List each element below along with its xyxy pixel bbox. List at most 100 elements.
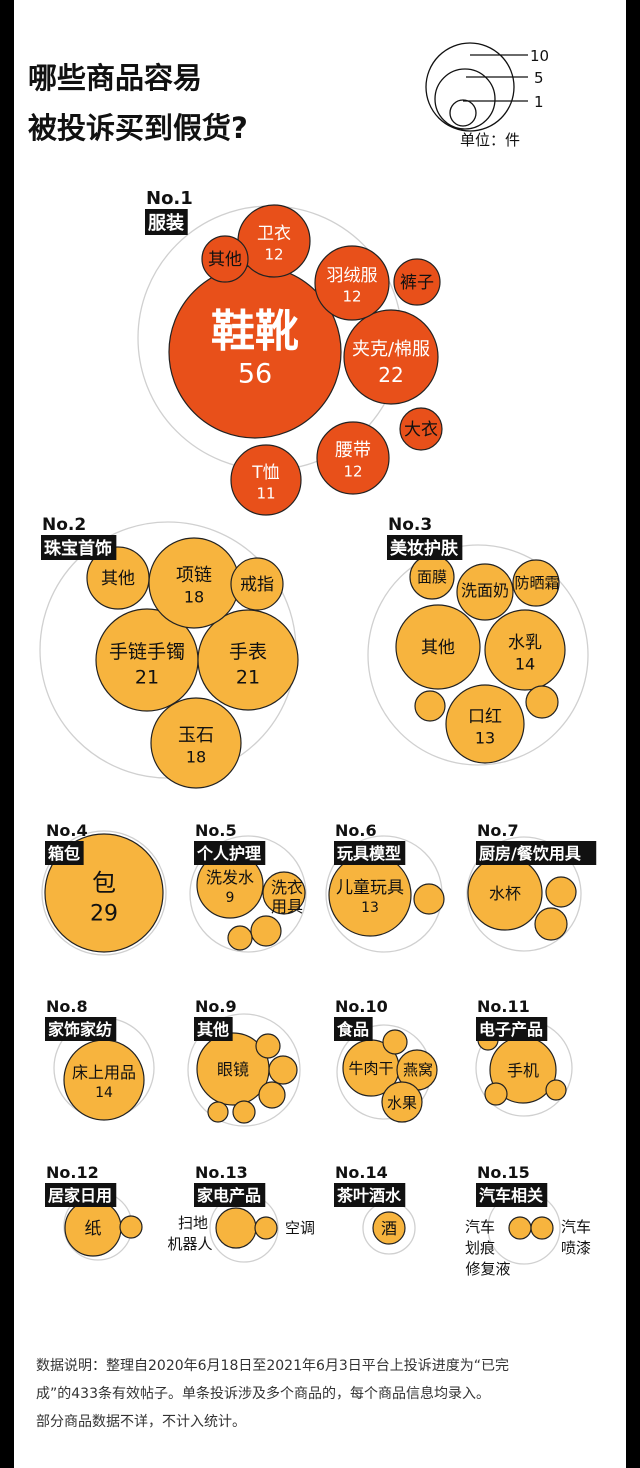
group-name-box [476,841,597,865]
group-name: 其他 [197,1020,229,1039]
item-bubble [201,235,249,283]
item-bubble [512,559,560,607]
item-bubble [150,697,242,789]
item-bubble [395,604,481,690]
item-label: 裤子 [400,273,434,293]
legend-value-1: 1 [534,93,544,111]
group-12: 纸 No.12 居家日用 [45,1163,143,1261]
group-name: 汽车相关 [479,1186,543,1205]
chart-title-line-2: 被投诉买到假货? [28,111,248,145]
item-bubble [230,557,284,611]
item-value: 12 [264,245,283,263]
legend-value-10: 10 [530,47,549,65]
item-value: 12 [343,462,362,480]
note-line-3: 部分商品数据不详，不计入统计。 [36,1414,246,1430]
legend-unit-label: 单位：件 [460,131,520,149]
item-value: 9 [226,890,235,906]
item-label: 修复液 [465,1260,510,1278]
group-name-box [41,535,117,560]
group-name: 玩具模型 [337,844,401,863]
group-rank: No.10 [335,997,388,1016]
item-bubble [207,1101,229,1123]
item-label: 汽车 [561,1218,591,1236]
item-label: 空调 [285,1219,315,1237]
group-boundary-ring [189,835,307,953]
item-value: 18 [184,588,204,607]
item-label: T恤 [251,463,279,483]
group-name-box [45,841,84,865]
item-label: 夹克/棉服 [352,339,430,360]
item-label: 鞋靴 [211,306,299,357]
item-label: 大衣 [404,420,438,440]
item-bubble [381,1081,423,1123]
size-legend [425,42,528,132]
group-4: 包 29 No.4 箱包 [41,821,167,956]
group-rank: No.9 [195,997,237,1016]
item-label: 腰带 [335,440,371,461]
group-rank: No.6 [335,821,377,840]
item-label: 喷漆 [561,1239,591,1257]
note-line-2: 成”的433条有效帖子。单条投诉涉及多个商品的，每个商品信息均录入。 [36,1385,490,1402]
item-bubble [232,1100,256,1124]
item-label: 划痕 [465,1239,495,1257]
item-bubble [215,1207,257,1249]
item-label: 酒 [381,1219,397,1238]
item-label: 手链手镯 [109,641,185,663]
item-bubble [230,444,302,516]
item-value: 21 [135,667,159,689]
item-label: 扫地 [178,1214,208,1232]
item-label: 床上用品 [72,1063,136,1082]
group-rank: No.1 [146,188,193,209]
group-boundary-ring [187,1013,301,1127]
group-name: 茶叶酒水 [336,1186,402,1205]
group-name: 美妆护肤 [390,538,459,559]
group-11: 手机 No.11 电子产品 [475,997,573,1117]
item-label: 儿童玩具 [336,878,404,898]
group-boundary-ring [466,836,582,952]
item-bubble [414,690,446,722]
note-line-1: 数据说明：整理自2020年6月18日至2021年6月3日平台上投诉进度为“已完 [36,1358,509,1374]
group-boundary-ring [367,544,589,766]
item-bubble [255,1033,281,1059]
item-value: 13 [475,729,495,748]
item-bubble [343,309,439,405]
legend-value-5: 5 [534,69,544,87]
item-bubble [534,907,568,941]
item-label: 燕窝 [403,1061,433,1079]
group-rank: No.11 [477,997,530,1016]
item-bubble [197,609,299,711]
item-label: 水果 [387,1094,417,1112]
group-rank: No.13 [195,1163,248,1182]
group-name: 居家日用 [48,1186,112,1205]
data-note: 数据说明：整理自2020年6月18日至2021年6月3日平台上投诉进度为“已完 … [36,1358,509,1430]
item-bubble [413,883,445,915]
group-name-box [334,1183,406,1207]
item-value: 12 [342,287,361,305]
item-label: 手表 [229,641,267,663]
item-label: 纸 [85,1219,102,1239]
group-name-box [476,1017,548,1041]
group-rank: No.15 [477,1163,530,1182]
legend-circle-5 [434,68,496,130]
item-bubble [545,1079,567,1101]
item-label: 其他 [208,250,242,270]
item-label: 牛肉干 [348,1059,393,1077]
item-label: 眼镜 [217,1060,249,1079]
item-bubble [227,925,253,951]
group-name: 箱包 [48,844,80,863]
group-name: 厨房/餐饮用具 [479,844,581,863]
item-value: 14 [515,655,535,674]
group-9: 眼镜 No.9 其他 [187,997,301,1127]
item-bubble [258,1081,286,1109]
item-bubble [254,1216,278,1240]
item-label: 玉石 [178,725,214,746]
item-label: 其他 [421,638,455,658]
item-label: 卫衣 [257,224,291,244]
item-bubble [250,915,282,947]
item-label: 洗衣 [271,878,303,897]
item-value: 22 [378,363,403,387]
